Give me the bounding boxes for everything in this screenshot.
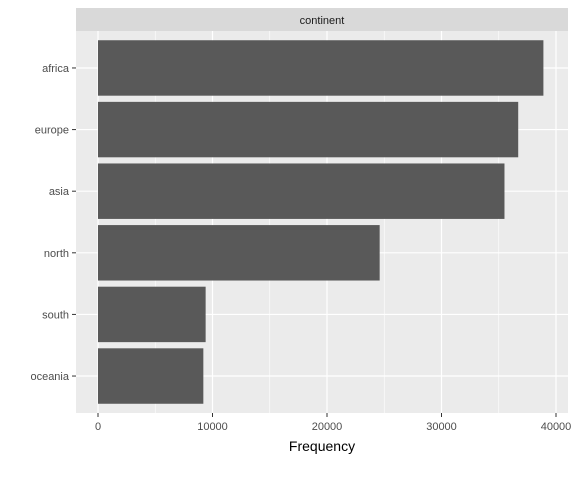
facet-strip-label: continent bbox=[300, 15, 345, 27]
bar-north bbox=[98, 225, 380, 281]
x-tick-label: 0 bbox=[95, 421, 101, 433]
x-tick-label: 40000 bbox=[541, 421, 572, 433]
bars bbox=[98, 40, 544, 404]
y-tick-label: africa bbox=[42, 63, 70, 75]
facet-strip bbox=[76, 8, 568, 31]
y-tick-label: europe bbox=[35, 125, 69, 137]
x-tick-label: 30000 bbox=[426, 421, 457, 433]
x-tick-label: 20000 bbox=[312, 421, 343, 433]
bar-south bbox=[98, 286, 206, 343]
x-axis: 0 10000 20000 30000 40000 bbox=[95, 413, 571, 433]
bar-africa bbox=[98, 40, 544, 96]
x-axis-title: Frequency bbox=[289, 438, 355, 454]
x-tick-label: 10000 bbox=[197, 421, 228, 433]
y-tick-label: south bbox=[42, 309, 69, 321]
y-axis: africa europe asia north south oceania bbox=[30, 63, 76, 383]
bar-europe bbox=[98, 101, 519, 158]
y-tick-label: oceania bbox=[30, 371, 69, 383]
y-tick-label: north bbox=[44, 248, 69, 260]
bar-oceania bbox=[98, 348, 204, 404]
y-tick-label: asia bbox=[49, 186, 70, 198]
bar-asia bbox=[98, 163, 505, 219]
